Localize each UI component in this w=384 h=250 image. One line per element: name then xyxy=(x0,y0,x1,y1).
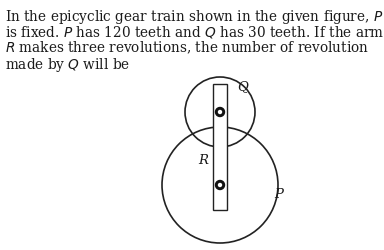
Circle shape xyxy=(218,110,222,114)
Circle shape xyxy=(215,180,225,190)
Circle shape xyxy=(218,184,222,186)
Text: Q: Q xyxy=(237,80,248,93)
Bar xyxy=(213,84,227,210)
Text: made by $Q$ will be: made by $Q$ will be xyxy=(5,56,130,74)
Circle shape xyxy=(215,108,225,116)
Text: P: P xyxy=(274,188,283,202)
Text: In the epicyclic gear train shown in the given figure, $P$: In the epicyclic gear train shown in the… xyxy=(5,8,383,26)
Text: $R$ makes three revolutions, the number of revolution: $R$ makes three revolutions, the number … xyxy=(5,40,369,56)
Text: is fixed. $P$ has 120 teeth and $Q$ has 30 teeth. If the arm: is fixed. $P$ has 120 teeth and $Q$ has … xyxy=(5,24,384,40)
Text: R: R xyxy=(198,154,208,166)
